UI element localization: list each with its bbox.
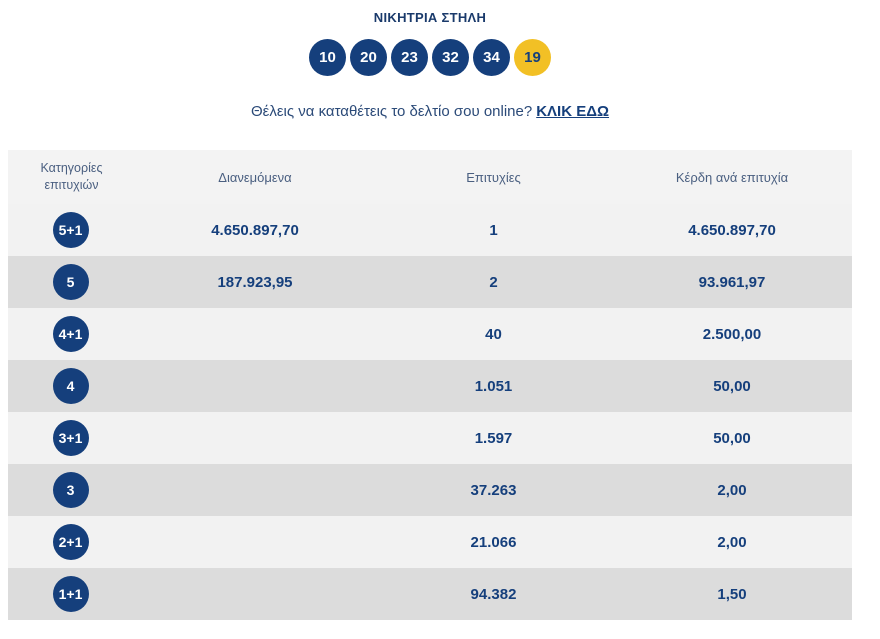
category-badge: 4+1 xyxy=(52,316,89,352)
category-badge: 5+1 xyxy=(52,212,89,248)
winners-cell: 1.597 xyxy=(474,429,513,447)
category-badge: 2+1 xyxy=(52,524,89,560)
prize-cell: 50,00 xyxy=(713,429,751,447)
table-row: 4 1.051 50,00 xyxy=(8,360,852,412)
number-ball: 23 xyxy=(391,39,428,76)
table-row: 5+1 4.650.897,70 1 4.650.897,70 xyxy=(8,204,852,256)
winners-cell: 2 xyxy=(489,273,498,291)
number-ball: 10 xyxy=(309,39,346,76)
winners-cell: 37.263 xyxy=(470,481,517,499)
prize-table: Κατηγορίες επιτυχιών Διανεμόμενα Επιτυχί… xyxy=(8,150,852,620)
table-header: Κατηγορίες επιτυχιών Διανεμόμενα Επιτυχί… xyxy=(8,150,852,204)
prize-cell: 2.500,00 xyxy=(702,325,762,343)
table-row: 3 37.263 2,00 xyxy=(8,464,852,516)
number-ball: 20 xyxy=(350,39,387,76)
header-winners: Επιτυχίες xyxy=(466,169,521,185)
prize-cell: 1,50 xyxy=(717,585,747,603)
online-promo: Θέλεις να καταθέτεις το δελτίο σου onlin… xyxy=(0,103,860,120)
category-badge: 3+1 xyxy=(52,420,89,456)
category-badge: 3 xyxy=(52,472,89,508)
prize-cell: 2,00 xyxy=(717,481,747,499)
promo-text: Θέλεις να καταθέτεις το δελτίο σου onlin… xyxy=(250,103,533,120)
prize-cell: 50,00 xyxy=(713,377,751,395)
winners-cell: 1.051 xyxy=(474,377,513,395)
winning-numbers: 10 20 23 32 34 19 xyxy=(0,39,860,76)
number-ball: 34 xyxy=(473,39,510,76)
category-badge: 1+1 xyxy=(52,576,89,612)
prize-cell: 2,00 xyxy=(717,533,747,551)
click-here-link[interactable]: ΚΛΙΚ ΕΔΩ xyxy=(536,103,610,120)
table-row: 4+1 40 2.500,00 xyxy=(8,308,852,360)
table-row: 5 187.923,95 2 93.961,97 xyxy=(8,256,852,308)
winners-cell: 94.382 xyxy=(470,585,517,603)
table-row: 1+1 94.382 1,50 xyxy=(8,568,852,620)
header-distributed: Διανεμόμενα xyxy=(218,169,292,185)
winners-cell: 21.066 xyxy=(470,533,517,551)
distributed-cell: 4.650.897,70 xyxy=(211,221,299,239)
winners-cell: 1 xyxy=(489,221,498,239)
winning-column-title: ΝΙΚΗΤΡΙΑ ΣΤΗΛΗ xyxy=(373,10,487,25)
winners-cell: 40 xyxy=(485,325,502,343)
prize-cell: 4.650.897,70 xyxy=(688,221,776,239)
prize-cell: 93.961,97 xyxy=(698,273,766,291)
joker-ball: 19 xyxy=(514,39,551,76)
table-row: 2+1 21.066 2,00 xyxy=(8,516,852,568)
distributed-cell: 187.923,95 xyxy=(217,273,293,291)
header-category: Κατηγορίες επιτυχιών xyxy=(40,161,103,192)
category-badge: 5 xyxy=(52,264,89,300)
number-ball: 32 xyxy=(432,39,469,76)
category-badge: 4 xyxy=(52,368,89,404)
table-row: 3+1 1.597 50,00 xyxy=(8,412,852,464)
header-prize: Κέρδη ανά επιτυχία xyxy=(675,169,789,185)
